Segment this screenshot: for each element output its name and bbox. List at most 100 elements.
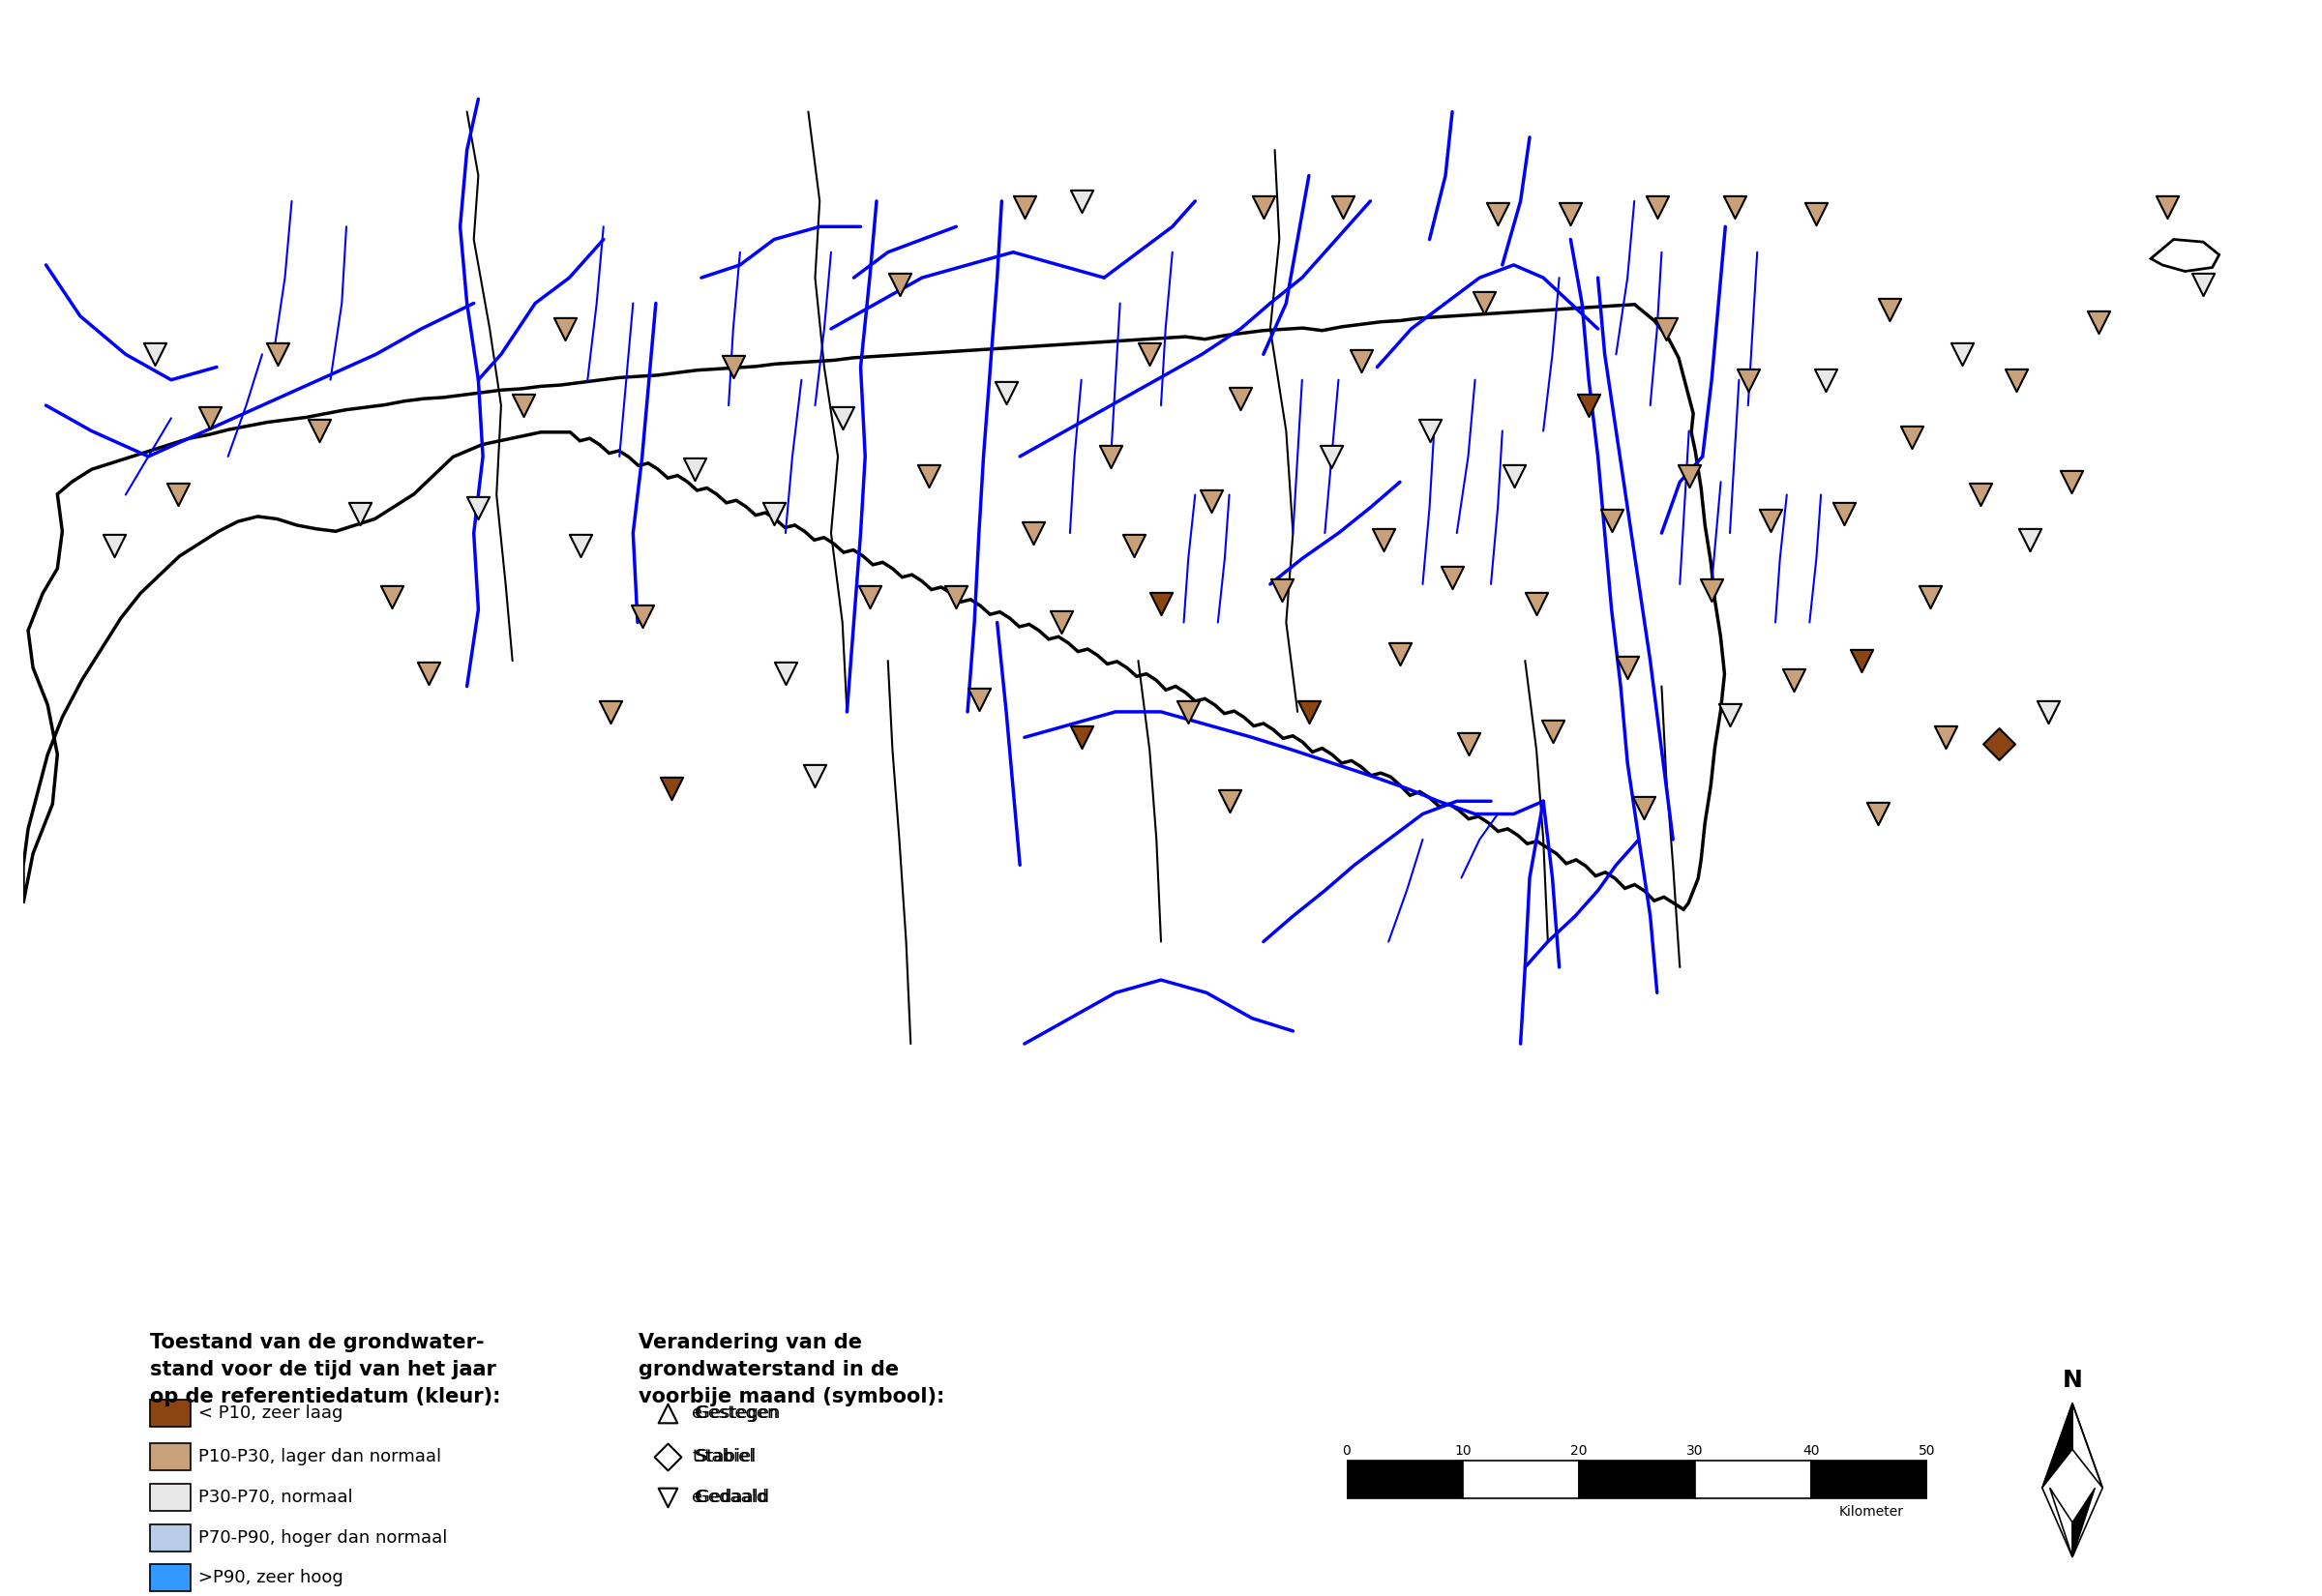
Point (1519, 591, 1556, 616)
Text: Stabiel: Stabiel (697, 1448, 757, 1465)
Point (260, 342, 297, 367)
Point (1433, 565, 1470, 591)
Point (715, 354, 752, 380)
Point (650, 1484, 687, 1510)
Point (1911, 584, 1948, 610)
Polygon shape (23, 305, 1725, 910)
Point (2148, 195, 2185, 220)
Point (676, 456, 713, 482)
Text: Verandering van de
grondwaterstand in de
voorbije maand (symbool):: Verandering van de grondwaterstand in de… (639, 1333, 945, 1406)
Point (1593, 508, 1630, 533)
Point (1221, 386, 1259, 412)
Point (1944, 342, 1981, 367)
Bar (1347, 1460, 1463, 1499)
Point (625, 603, 662, 629)
Point (1730, 367, 1767, 393)
Point (1825, 501, 1862, 527)
Point (755, 501, 792, 527)
Point (796, 763, 834, 788)
Point (1981, 731, 2018, 757)
Point (409, 661, 446, 686)
Polygon shape (2150, 239, 2220, 271)
Point (1495, 463, 1533, 488)
Point (650, 1444, 687, 1470)
Point (1142, 591, 1180, 616)
Text: 20: 20 (1570, 1444, 1588, 1457)
Point (562, 533, 599, 559)
Text: e: e (692, 1404, 704, 1422)
Point (938, 584, 975, 610)
Point (1807, 367, 1844, 393)
Text: 10: 10 (1454, 1444, 1472, 1457)
Text: >P90, zeer hoog: >P90, zeer hoog (197, 1569, 344, 1586)
Text: Kilometer: Kilometer (1839, 1505, 1904, 1519)
Text: Gedaald: Gedaald (697, 1489, 769, 1507)
Point (374, 584, 411, 610)
Bar (1695, 1460, 1811, 1499)
Point (1860, 801, 1897, 827)
Point (1263, 578, 1300, 603)
Bar (1463, 1460, 1579, 1499)
Point (1115, 533, 1152, 559)
Point (300, 418, 337, 444)
Point (1131, 342, 1168, 367)
Point (2185, 271, 2222, 297)
Point (1449, 731, 1486, 757)
Point (766, 661, 803, 686)
Point (1015, 520, 1052, 546)
Bar (151, 1524, 190, 1551)
Point (1382, 642, 1419, 667)
Point (1324, 195, 1361, 220)
Bar (1811, 1460, 1927, 1499)
Text: P70-P90, hoger dan normaal: P70-P90, hoger dan normaal (197, 1529, 448, 1547)
Point (2081, 310, 2118, 335)
Point (341, 501, 378, 527)
Point (1091, 444, 1128, 469)
Point (1479, 201, 1516, 227)
Point (880, 271, 917, 297)
Point (1927, 725, 1964, 750)
Point (1962, 482, 1999, 508)
Point (1194, 488, 1231, 514)
Text: e: e (692, 1489, 704, 1507)
Bar (151, 1564, 190, 1591)
Point (1291, 699, 1328, 725)
Point (1170, 699, 1207, 725)
Text: < P10, zeer laag: < P10, zeer laag (197, 1404, 344, 1422)
Text: P10-P30, lager dan normaal: P10-P30, lager dan normaal (197, 1448, 441, 1465)
Point (2029, 699, 2067, 725)
Point (1535, 718, 1572, 744)
Point (1670, 463, 1707, 488)
Text: Gedaald: Gedaald (694, 1489, 766, 1507)
Point (1649, 316, 1686, 342)
Point (1245, 195, 1282, 220)
Text: Gestegen: Gestegen (697, 1404, 780, 1422)
Point (1551, 201, 1588, 227)
Bar (151, 1443, 190, 1470)
Point (1570, 393, 1607, 418)
Point (506, 393, 543, 418)
Point (1872, 297, 1909, 322)
Point (1412, 418, 1449, 444)
Point (546, 316, 583, 342)
Text: 30: 30 (1686, 1444, 1704, 1457)
Point (650, 1400, 687, 1425)
Point (1365, 527, 1402, 552)
Point (95, 533, 132, 559)
Point (1342, 348, 1379, 373)
Polygon shape (2074, 1487, 2094, 1558)
Point (852, 584, 889, 610)
Text: t: t (692, 1448, 699, 1465)
Point (1711, 702, 1748, 728)
Point (460, 495, 497, 520)
Point (190, 405, 228, 431)
Point (961, 686, 998, 712)
Point (137, 342, 174, 367)
Point (910, 463, 947, 488)
Point (1063, 188, 1101, 214)
Point (987, 380, 1024, 405)
Point (1063, 725, 1101, 750)
Text: 0: 0 (1342, 1444, 1351, 1457)
Bar (151, 1400, 190, 1427)
Point (1625, 795, 1663, 820)
